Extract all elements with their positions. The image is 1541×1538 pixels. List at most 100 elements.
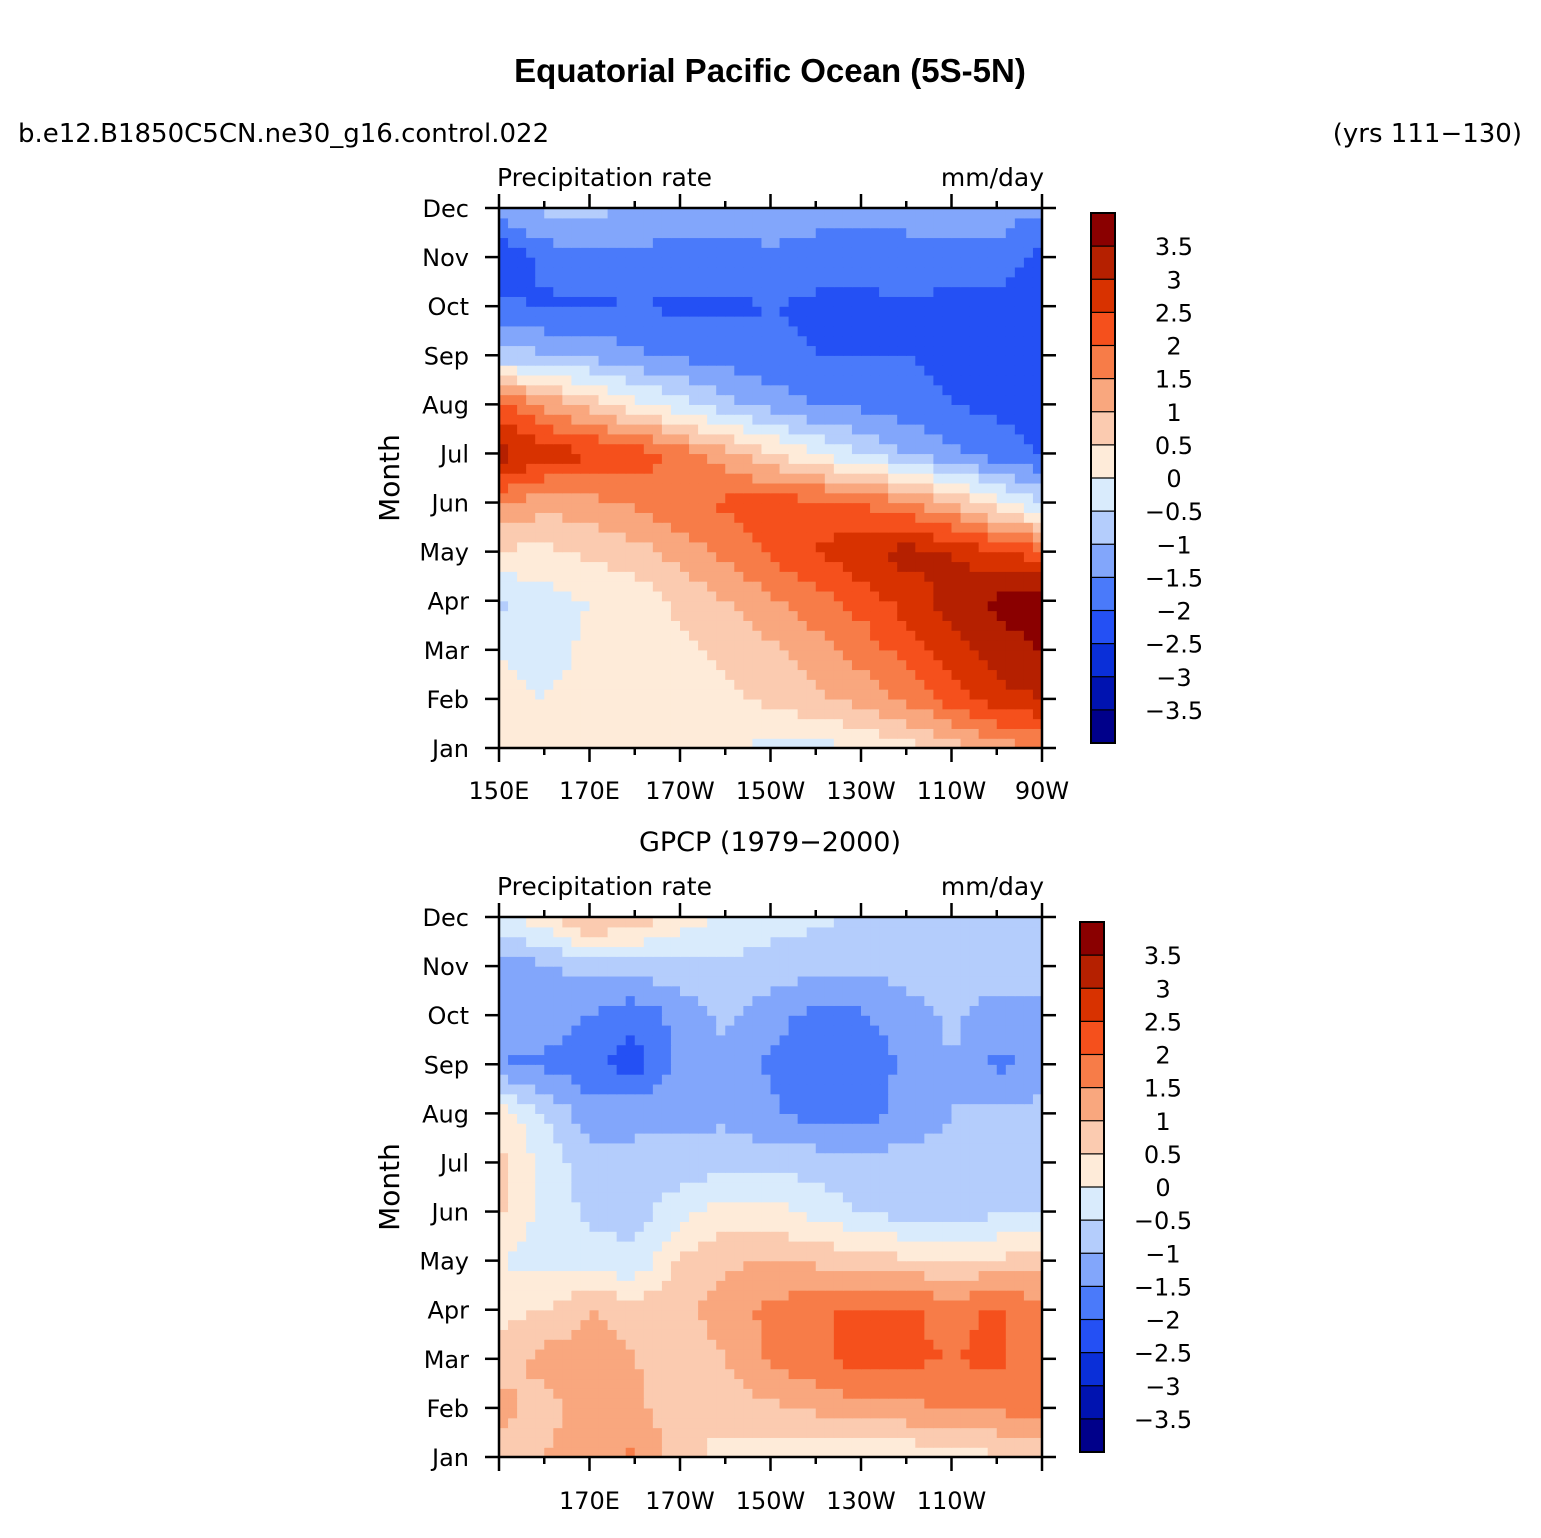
field-cell bbox=[1014, 424, 1025, 435]
field-cell bbox=[517, 522, 527, 533]
field-cell bbox=[571, 374, 582, 386]
field-cell bbox=[996, 404, 1007, 415]
field-cell bbox=[870, 1447, 880, 1457]
field-cell bbox=[634, 433, 645, 445]
field-cell bbox=[960, 590, 971, 602]
field-cell bbox=[951, 1231, 962, 1242]
field-cell bbox=[797, 1339, 808, 1350]
field-cell bbox=[870, 1319, 880, 1330]
field-cell bbox=[680, 1231, 690, 1242]
field-cell bbox=[725, 335, 735, 347]
field-cell bbox=[969, 620, 980, 631]
field-cell bbox=[842, 659, 853, 671]
field-cell bbox=[987, 738, 998, 748]
field-cell bbox=[544, 581, 554, 592]
field-cell bbox=[625, 649, 636, 661]
field-cell bbox=[517, 698, 527, 710]
field-cell bbox=[526, 325, 536, 337]
field-cell bbox=[951, 257, 962, 268]
field-cell bbox=[861, 1241, 871, 1252]
field-cell bbox=[499, 1299, 509, 1311]
field-cell bbox=[897, 659, 907, 671]
field-cell bbox=[634, 1290, 645, 1301]
field-cell bbox=[969, 1260, 980, 1272]
field-cell bbox=[788, 590, 799, 602]
field-cell bbox=[879, 463, 889, 474]
field-cell bbox=[580, 247, 591, 258]
field-cell bbox=[743, 247, 753, 258]
field-cell bbox=[978, 325, 989, 337]
field-cell bbox=[761, 443, 772, 455]
field-cell bbox=[553, 1329, 563, 1340]
field-cell bbox=[698, 1270, 708, 1281]
field-cell bbox=[978, 1339, 989, 1350]
field-cell bbox=[707, 1260, 717, 1272]
field-cell bbox=[951, 718, 962, 729]
field-cell bbox=[535, 1241, 545, 1252]
field-cell bbox=[1032, 1378, 1042, 1389]
field-cell bbox=[851, 296, 862, 307]
field-cell bbox=[842, 227, 853, 239]
field-cell bbox=[625, 453, 636, 464]
field-cell bbox=[861, 551, 871, 563]
field-cell bbox=[978, 1417, 989, 1429]
field-cell bbox=[598, 453, 609, 464]
field-cell bbox=[580, 1417, 591, 1429]
field-cell bbox=[888, 217, 898, 229]
field-cell bbox=[716, 296, 726, 307]
field-cell bbox=[634, 502, 645, 513]
field-cell bbox=[861, 404, 871, 415]
field-cell bbox=[517, 217, 527, 229]
field-cell bbox=[517, 1398, 527, 1409]
field-cell bbox=[906, 296, 916, 307]
field-cell bbox=[1023, 365, 1034, 376]
field-cell bbox=[562, 1241, 572, 1252]
field-cell bbox=[861, 659, 871, 671]
field-cell bbox=[833, 1290, 844, 1301]
field-cell bbox=[625, 1349, 636, 1360]
field-cell bbox=[888, 600, 898, 612]
field-cell bbox=[824, 541, 835, 553]
field-cell bbox=[562, 541, 572, 553]
field-cell bbox=[743, 482, 753, 494]
field-cell bbox=[1023, 728, 1034, 739]
field-cell bbox=[851, 1221, 862, 1232]
x-tick-label: 150W bbox=[736, 777, 806, 805]
field-cell bbox=[1023, 414, 1034, 425]
field-cell bbox=[833, 620, 844, 631]
field-cell bbox=[634, 237, 645, 248]
field-cell bbox=[897, 1368, 907, 1380]
field-cell bbox=[725, 571, 735, 582]
field-cell bbox=[517, 551, 527, 563]
field-cell bbox=[788, 502, 799, 513]
field-cell bbox=[508, 443, 518, 455]
field-cell bbox=[942, 669, 953, 680]
field-cell bbox=[1005, 522, 1016, 533]
field-cell bbox=[1032, 659, 1042, 671]
field-cell bbox=[544, 1211, 554, 1222]
field-cell bbox=[508, 1427, 518, 1438]
field-cell bbox=[589, 257, 600, 268]
field-cell bbox=[743, 600, 753, 612]
field-cell bbox=[616, 247, 627, 258]
field-cell bbox=[960, 1250, 971, 1262]
field-cell bbox=[779, 247, 790, 258]
field-cell bbox=[508, 669, 518, 680]
field-cell bbox=[779, 1221, 790, 1232]
field-cell bbox=[680, 551, 690, 563]
field-cell bbox=[815, 247, 826, 258]
field-cell bbox=[1023, 532, 1034, 543]
field-cell bbox=[942, 689, 953, 700]
field-cell bbox=[716, 659, 726, 671]
field-cell bbox=[906, 286, 916, 297]
field-cell bbox=[942, 1260, 953, 1272]
field-cell bbox=[978, 600, 989, 612]
field-cell bbox=[770, 541, 781, 553]
field-cell bbox=[508, 1437, 518, 1448]
field-cell bbox=[851, 1358, 862, 1370]
field-cell bbox=[589, 1260, 600, 1272]
field-cell bbox=[707, 1299, 717, 1311]
field-cell bbox=[643, 620, 654, 631]
field-cell bbox=[643, 316, 654, 327]
field-cell bbox=[535, 610, 545, 621]
